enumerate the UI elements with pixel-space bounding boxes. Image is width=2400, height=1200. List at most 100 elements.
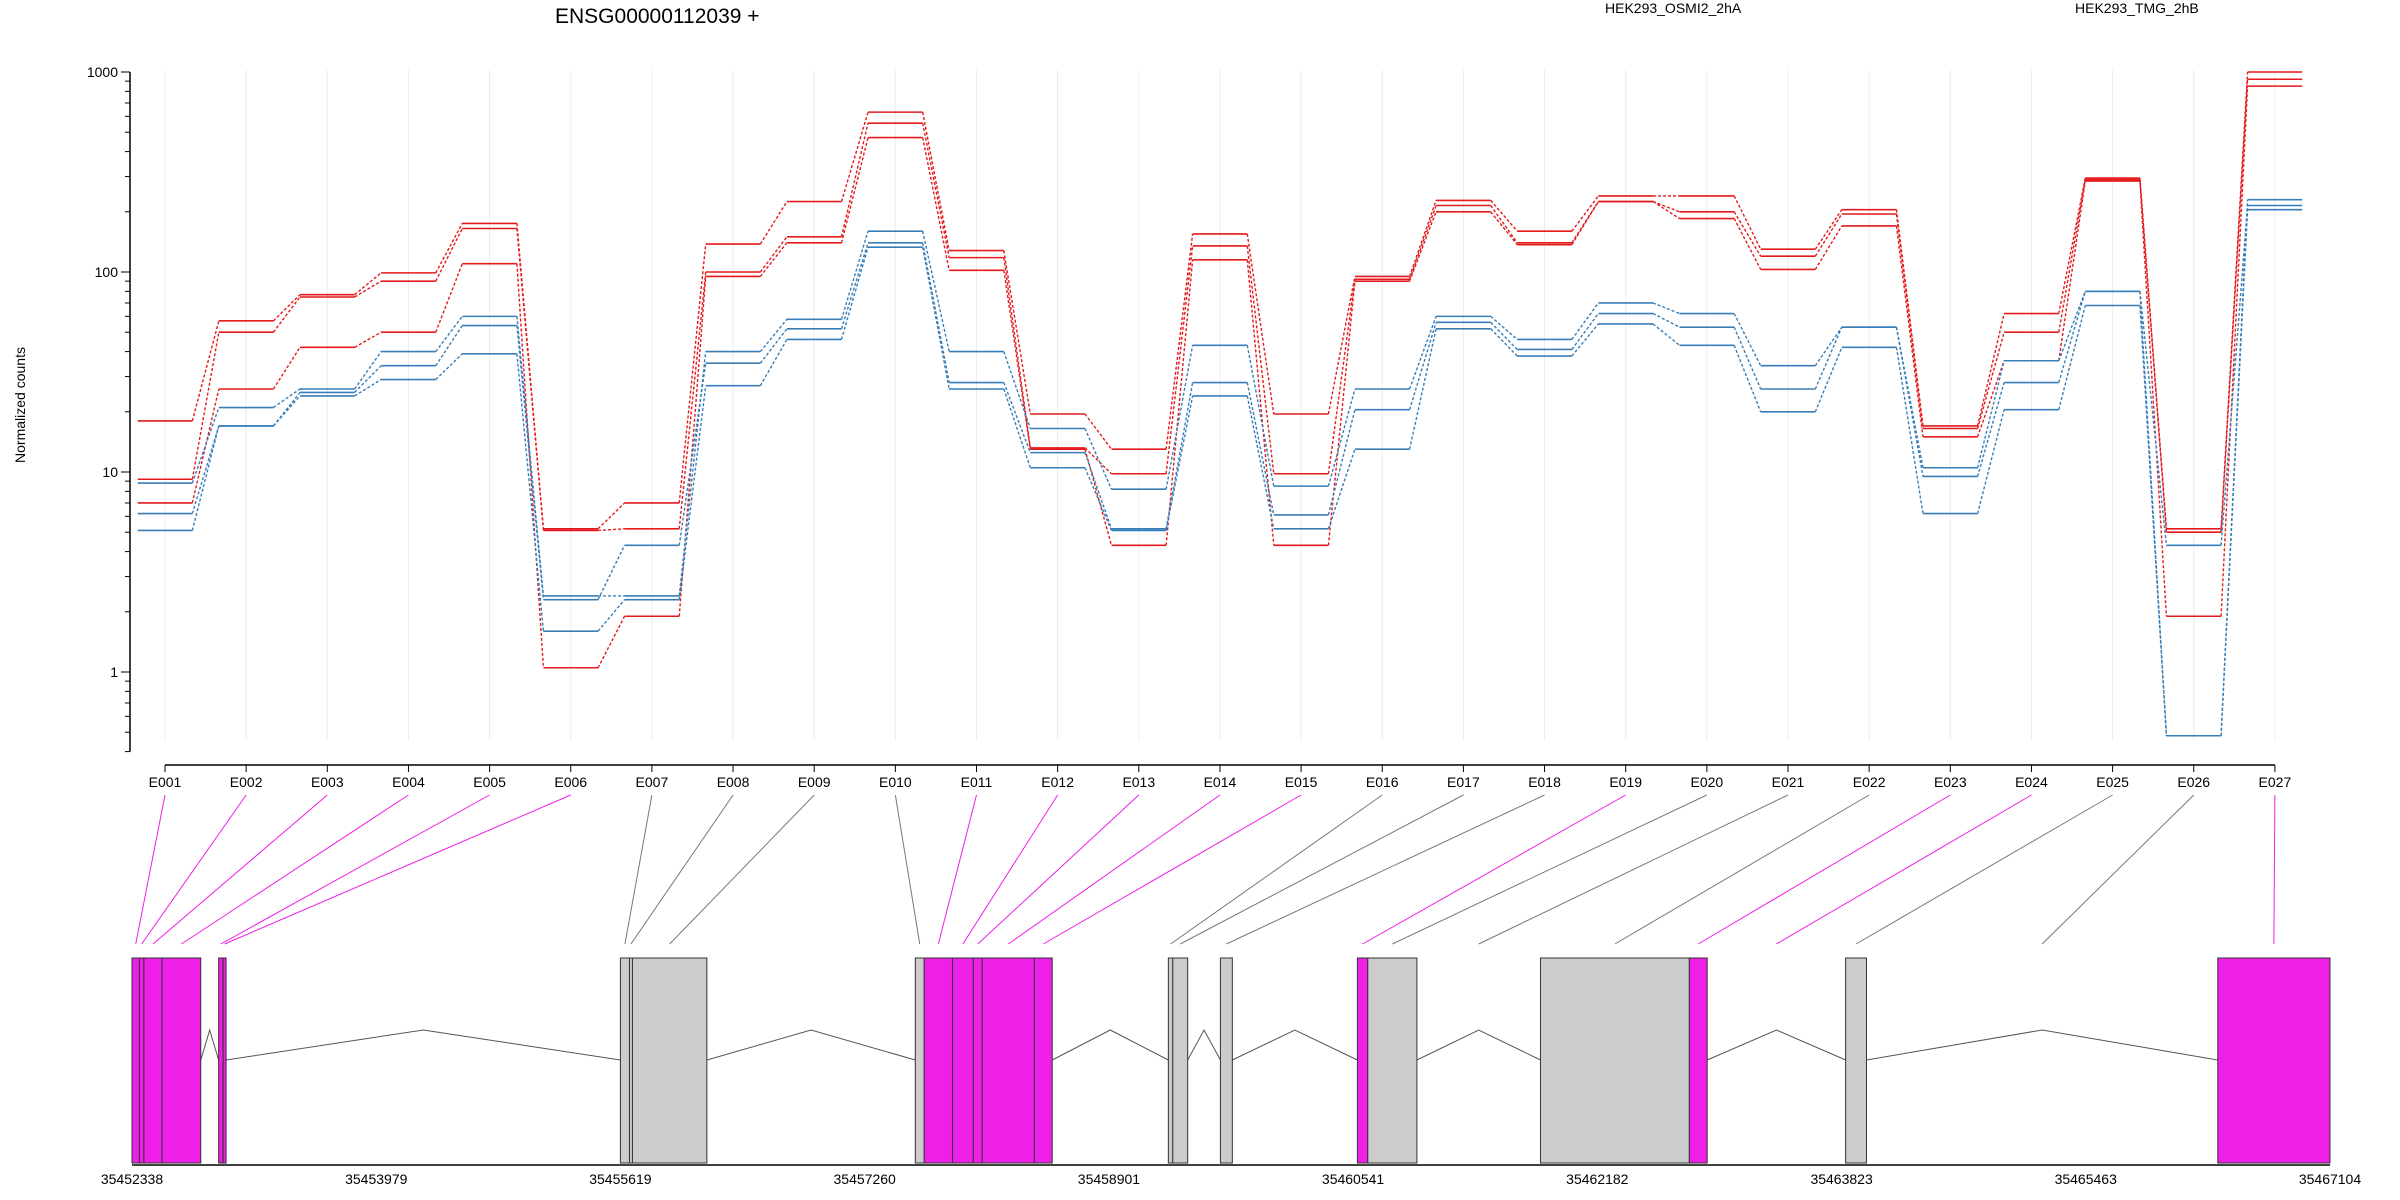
grid-lines xyxy=(164,70,2276,740)
series-connector xyxy=(1084,467,1113,531)
intron-line xyxy=(226,1029,621,1061)
series-connector xyxy=(1571,195,1599,232)
series-connector xyxy=(435,325,463,367)
series-connector xyxy=(1571,302,1599,340)
series-connector xyxy=(1003,388,1031,468)
series-connector xyxy=(1165,259,1194,546)
series-connector xyxy=(1490,328,1518,357)
series-connector xyxy=(1408,328,1437,450)
series-connector xyxy=(1571,201,1599,246)
y-tick-label: 1000 xyxy=(87,64,118,80)
x-tick-label: E024 xyxy=(2015,774,2048,790)
x-tick-label: E023 xyxy=(1934,774,1967,790)
y-axis: 1000 100 10 1 xyxy=(87,64,131,753)
y-axis-label: Normalized counts xyxy=(12,347,28,463)
series-connector xyxy=(759,339,788,387)
series-connector xyxy=(2139,180,2168,617)
series-connector xyxy=(2220,71,2249,529)
series-connector xyxy=(2058,291,2086,361)
series-connector xyxy=(1327,448,1356,530)
series-connector xyxy=(597,615,626,669)
exon-link xyxy=(894,794,921,945)
series-connector xyxy=(2220,79,2249,533)
x-tick-label: E016 xyxy=(1366,774,1399,790)
series-connector xyxy=(354,280,382,298)
x-tick-label: E014 xyxy=(1204,774,1237,790)
series-connector xyxy=(354,378,382,397)
series-connector xyxy=(921,123,950,258)
exon-link xyxy=(1776,794,2032,945)
intron-line xyxy=(706,1029,916,1061)
exon-box xyxy=(1845,957,1867,1164)
chart-title: ENSG00000112039 + xyxy=(555,5,760,28)
x-tick-label: E022 xyxy=(1853,774,1886,790)
exon-link xyxy=(977,794,1140,945)
series-connector xyxy=(1652,312,1680,328)
series-connector xyxy=(1976,409,2005,514)
series-connector xyxy=(840,242,869,330)
series-connector xyxy=(2058,180,2086,361)
series-connector xyxy=(597,544,626,600)
series-line xyxy=(137,204,2303,601)
x-tick-label: E013 xyxy=(1122,774,1155,790)
x-tick-label: E002 xyxy=(230,774,263,790)
exon-link xyxy=(1698,794,1951,945)
exon-link xyxy=(1478,794,1789,945)
series-connector xyxy=(1895,327,1924,468)
genomic-tick-label: 35458901 xyxy=(1078,1171,1141,1187)
legend-label-osmi2: HEK293_OSMI2_2hA xyxy=(1605,0,1742,16)
series-connector xyxy=(1814,326,1843,390)
series-connector xyxy=(1814,326,1843,367)
series-connector xyxy=(2058,291,2086,383)
series-connector xyxy=(1408,322,1437,410)
series-connector xyxy=(1733,345,1762,413)
series-connector xyxy=(1733,313,1762,367)
series-connector xyxy=(1165,395,1194,531)
x-tick-label: E019 xyxy=(1609,774,1642,790)
series-connector xyxy=(597,502,626,530)
exon-link xyxy=(1008,794,1221,945)
exon-link-lines xyxy=(135,794,2276,945)
exon-link xyxy=(1855,794,2113,945)
series-connector xyxy=(1246,245,1275,474)
x-tick-label: E003 xyxy=(311,774,344,790)
series-connector xyxy=(1571,323,1599,357)
series-connector xyxy=(1084,428,1113,490)
series-connector xyxy=(1976,332,2005,429)
series-line xyxy=(137,208,2303,737)
series-connector xyxy=(759,201,788,245)
series-connector xyxy=(597,599,626,632)
intron-line xyxy=(1866,1029,2218,1061)
exon-box xyxy=(1219,957,1233,1164)
genomic-tick-label: 35465463 xyxy=(2055,1171,2118,1187)
exon-box xyxy=(1033,957,1053,1164)
series-lines xyxy=(137,71,2303,737)
series-connector xyxy=(272,296,301,333)
exon-link xyxy=(937,794,977,945)
series-connector xyxy=(1327,409,1356,516)
exon-box xyxy=(631,957,708,1164)
series-connector xyxy=(354,272,382,296)
series-connector xyxy=(1814,347,1843,413)
series-connector xyxy=(1084,449,1113,546)
series-connector xyxy=(1895,327,1924,477)
series-connector xyxy=(921,112,950,251)
exon-link xyxy=(630,794,734,945)
series-connector xyxy=(2058,177,2086,314)
x-tick-label: E006 xyxy=(554,774,587,790)
series-connector xyxy=(1490,315,1518,340)
series-connector xyxy=(354,365,382,393)
series-connector xyxy=(1733,211,1762,257)
series-connector xyxy=(678,351,707,597)
series-connector xyxy=(1733,218,1762,270)
series-connector xyxy=(273,388,301,409)
intron-line xyxy=(1416,1029,1541,1061)
series-connector xyxy=(2139,305,2168,736)
exon-link xyxy=(1170,794,1383,945)
exon-box xyxy=(131,957,140,1164)
exon-link xyxy=(181,794,409,945)
series-connector xyxy=(1814,209,1843,250)
series-connector xyxy=(1165,345,1194,490)
x-axis: E001 E002 E003 E004 E005 E006 E007 E008 E009 E010… xyxy=(149,764,2291,790)
series-connector xyxy=(1327,276,1356,415)
